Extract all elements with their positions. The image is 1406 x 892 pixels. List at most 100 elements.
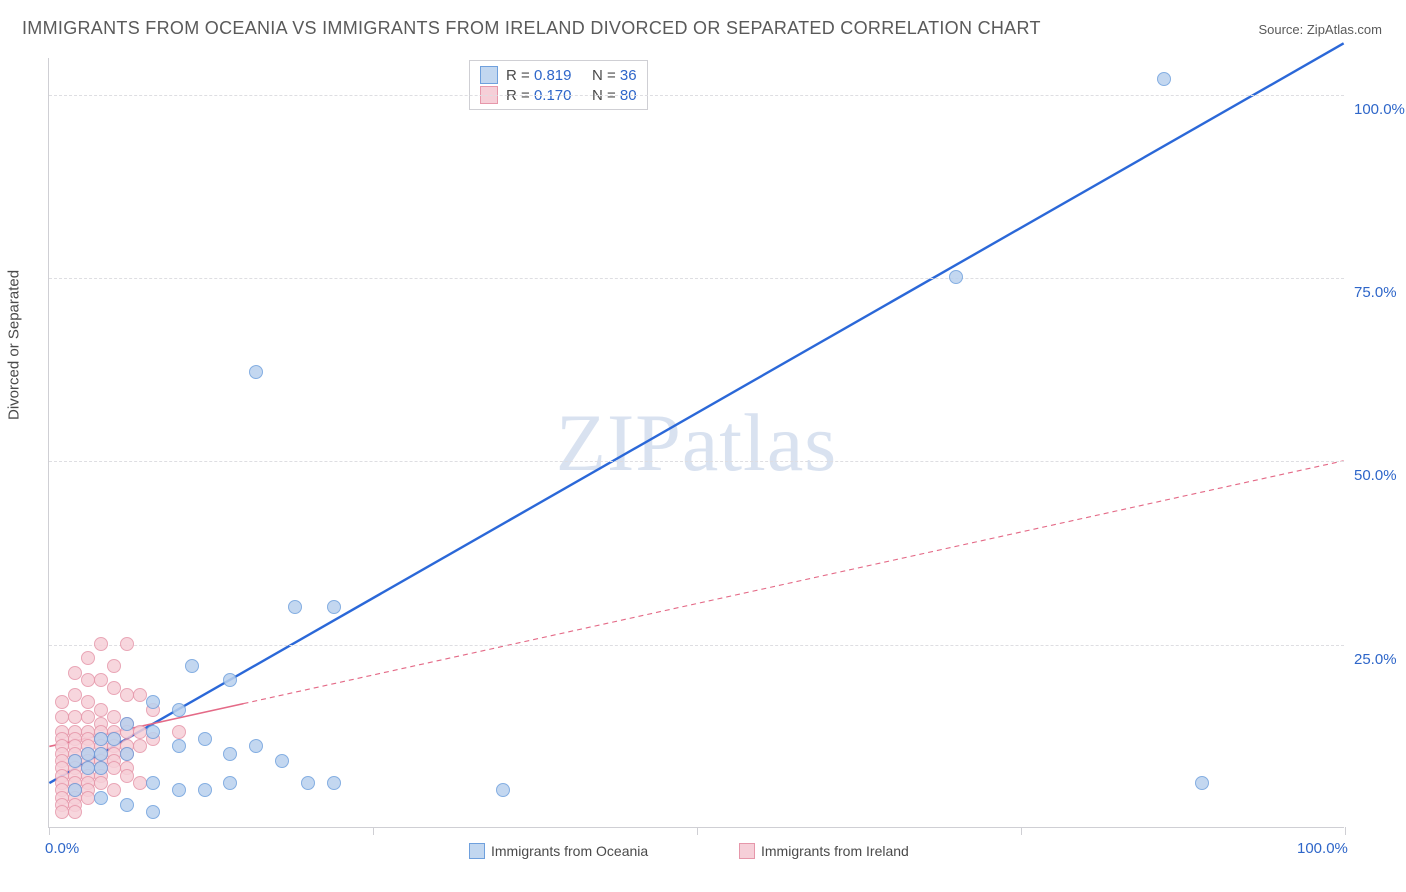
legend-swatch <box>739 843 755 859</box>
data-point <box>107 732 121 746</box>
data-point <box>94 673 108 687</box>
data-point <box>107 681 121 695</box>
data-point <box>223 776 237 790</box>
data-point <box>94 761 108 775</box>
data-point <box>94 776 108 790</box>
data-point <box>81 710 95 724</box>
data-point <box>146 776 160 790</box>
data-point <box>68 710 82 724</box>
data-point <box>120 717 134 731</box>
data-point <box>120 798 134 812</box>
x-tick <box>373 827 374 835</box>
data-point <box>81 673 95 687</box>
x-legend-item: Immigrants from Oceania <box>469 843 648 859</box>
regression-line-solid <box>49 43 1343 783</box>
legend-label: Immigrants from Ireland <box>761 843 909 859</box>
plot-area: ZIPatlas R = 0.819 N = 36R = 0.170 N = 8… <box>48 58 1344 828</box>
data-point <box>172 783 186 797</box>
data-point <box>301 776 315 790</box>
y-axis-label: Divorced or Separated <box>6 270 23 420</box>
data-point <box>133 739 147 753</box>
data-point <box>120 637 134 651</box>
y-tick-label: 50.0% <box>1354 467 1406 484</box>
data-point <box>94 747 108 761</box>
legend-n: N = 36 <box>579 67 636 84</box>
data-point <box>288 600 302 614</box>
data-point <box>68 805 82 819</box>
y-tick-label: 25.0% <box>1354 651 1406 668</box>
x-tick <box>1345 827 1346 835</box>
gridline-h <box>49 461 1344 462</box>
data-point <box>120 688 134 702</box>
data-point <box>81 695 95 709</box>
data-point <box>249 739 263 753</box>
data-point <box>81 791 95 805</box>
legend-row: R = 0.819 N = 36 <box>480 65 637 85</box>
data-point <box>107 761 121 775</box>
x-tick <box>49 827 50 835</box>
regression-line-dashed <box>243 461 1343 704</box>
data-point <box>68 688 82 702</box>
data-point <box>94 703 108 717</box>
data-point <box>249 365 263 379</box>
legend-swatch <box>480 66 498 84</box>
data-point <box>133 776 147 790</box>
legend-label: Immigrants from Oceania <box>491 843 648 859</box>
data-point <box>223 747 237 761</box>
data-point <box>120 769 134 783</box>
data-point <box>275 754 289 768</box>
data-point <box>68 754 82 768</box>
data-point <box>68 666 82 680</box>
data-point <box>185 659 199 673</box>
data-point <box>1195 776 1209 790</box>
data-point <box>496 783 510 797</box>
data-point <box>81 651 95 665</box>
x-tick-label: 100.0% <box>1297 840 1348 857</box>
data-point <box>198 783 212 797</box>
data-point <box>94 637 108 651</box>
legend-r: R = 0.819 <box>506 67 571 84</box>
source-name: ZipAtlas.com <box>1307 22 1382 37</box>
data-point <box>1157 72 1171 86</box>
data-point <box>223 673 237 687</box>
data-point <box>133 688 147 702</box>
regression-lines-layer <box>49 58 1344 827</box>
data-point <box>107 710 121 724</box>
data-point <box>949 270 963 284</box>
data-point <box>94 791 108 805</box>
source-prefix: Source: <box>1258 22 1306 37</box>
source-attribution: Source: ZipAtlas.com <box>1258 22 1382 37</box>
gridline-h <box>49 278 1344 279</box>
data-point <box>172 703 186 717</box>
x-tick <box>1021 827 1022 835</box>
data-point <box>120 747 134 761</box>
x-legend-item: Immigrants from Ireland <box>739 843 909 859</box>
data-point <box>94 732 108 746</box>
data-point <box>55 805 69 819</box>
data-point <box>172 725 186 739</box>
x-tick-label: 0.0% <box>45 840 79 857</box>
data-point <box>146 695 160 709</box>
data-point <box>146 805 160 819</box>
y-tick-label: 100.0% <box>1354 101 1406 118</box>
gridline-h <box>49 95 1344 96</box>
chart-title: IMMIGRANTS FROM OCEANIA VS IMMIGRANTS FR… <box>22 18 1041 39</box>
legend-swatch <box>469 843 485 859</box>
data-point <box>146 725 160 739</box>
data-point <box>81 761 95 775</box>
data-point <box>55 695 69 709</box>
data-point <box>198 732 212 746</box>
correlation-legend: R = 0.819 N = 36R = 0.170 N = 80 <box>469 60 648 110</box>
data-point <box>327 776 341 790</box>
data-point <box>107 659 121 673</box>
data-point <box>172 739 186 753</box>
data-point <box>133 725 147 739</box>
data-point <box>55 710 69 724</box>
data-point <box>327 600 341 614</box>
data-point <box>107 783 121 797</box>
x-tick <box>697 827 698 835</box>
gridline-h <box>49 645 1344 646</box>
data-point <box>68 783 82 797</box>
data-point <box>81 747 95 761</box>
y-tick-label: 75.0% <box>1354 284 1406 301</box>
